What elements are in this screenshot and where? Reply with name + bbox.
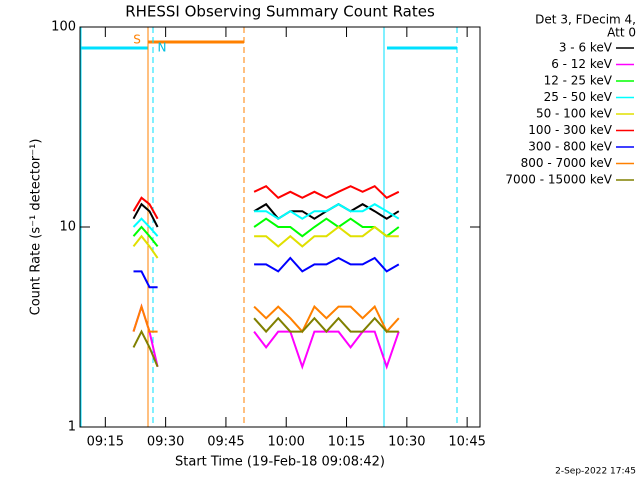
annotation: N: [158, 41, 167, 55]
x-tick-label: 10:15: [328, 435, 365, 450]
x-tick-label: 10:00: [267, 435, 304, 450]
chart-title: RHESSI Observing Summary Count Rates: [125, 3, 435, 21]
series-line: [132, 185, 400, 220]
y-tick-label: 10: [59, 220, 76, 235]
legend-label: 100 - 300 keV: [528, 123, 612, 137]
y-axis-label: Count Rate (s⁻¹ detector⁻¹): [29, 139, 44, 316]
series-line: [132, 303, 400, 334]
annotation: S: [133, 33, 141, 47]
legend-header: Att 0: [607, 26, 636, 40]
legend-label: 25 - 50 keV: [544, 90, 613, 104]
series-line: [132, 217, 400, 248]
legend-label: 50 - 100 keV: [536, 107, 613, 121]
x-tick-label: 09:30: [147, 435, 184, 450]
legend-label: 12 - 25 keV: [544, 74, 613, 88]
series-line: [132, 225, 399, 259]
legend-label: 3 - 6 keV: [559, 41, 613, 55]
series-line: [132, 316, 399, 368]
footer: 2-Sep-2022 17:45: [555, 467, 636, 477]
legend-label: 800 - 7000 keV: [521, 156, 613, 170]
series-line: [133, 256, 400, 289]
legend-label: 6 - 12 keV: [551, 57, 613, 71]
y-tick-label: 1: [68, 420, 76, 435]
x-tick-label: 10:30: [388, 435, 425, 450]
y-tick-label: 100: [51, 20, 76, 35]
x-axis-label: Start Time (19-Feb-18 09:08:42): [175, 455, 385, 470]
x-tick-label: 09:45: [207, 435, 244, 450]
x-tick-label: 09:15: [87, 435, 124, 450]
legend-header: Det 3, FDecim 4,: [535, 13, 636, 27]
x-tick-label: 10:45: [448, 435, 485, 450]
legend-label: 300 - 800 keV: [528, 140, 612, 154]
legend-label: 7000 - 15000 keV: [505, 173, 612, 187]
status-bars: [80, 27, 458, 427]
series-line: [132, 203, 400, 237]
